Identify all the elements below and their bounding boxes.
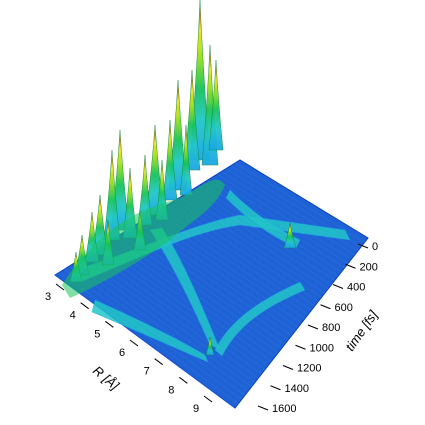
peak-layer: [62, 0, 297, 356]
time-axis: 0 200 400 600 800 1000 1200 1400 1600: [257, 241, 378, 415]
time-tick-label: 200: [360, 261, 378, 273]
time-tick-label: 400: [347, 282, 365, 294]
time-tick-mark: [307, 324, 319, 330]
mesh-line: [82, 257, 256, 383]
mesh-line: [91, 251, 262, 375]
mesh-line: [78, 260, 252, 387]
mesh-line: [184, 194, 329, 290]
time-tick-mark: [295, 344, 306, 350]
mesh-line: [226, 168, 359, 251]
r-tick-label: 7: [144, 366, 150, 378]
surface-peak: [179, 124, 193, 196]
mesh-line: [207, 179, 345, 268]
time-tick-label: 600: [335, 302, 353, 314]
surface-peak: [162, 119, 178, 201]
r-tick-label: 9: [193, 403, 199, 415]
time-tick-label: 1000: [310, 342, 334, 354]
mesh-line: [198, 185, 339, 277]
time-tick-label: 1400: [285, 383, 309, 395]
mesh-line: [68, 266, 246, 396]
time-tick-label: 1600: [272, 403, 296, 415]
r-tick-mark: [80, 302, 89, 310]
r-axis: 3 4 5 6 7 8 9: [45, 283, 213, 415]
ridge: [91, 299, 209, 363]
time-tick-mark: [332, 284, 344, 289]
r-tick-label: 6: [119, 347, 125, 359]
r-tick-mark: [55, 283, 65, 291]
surface-peak: [283, 222, 297, 249]
time-tick-mark: [270, 385, 281, 391]
mesh-line: [73, 263, 249, 392]
r-tick-label: 8: [168, 384, 174, 396]
mesh-line: [202, 182, 342, 273]
mesh-line: [193, 188, 335, 281]
surface-peak: [183, 69, 201, 171]
mesh-line: [235, 162, 365, 243]
r-tick-mark: [203, 395, 213, 403]
surface-foothill: [62, 179, 225, 298]
mesh-line: [216, 174, 352, 260]
r-axis-title: R [Å]: [90, 363, 122, 393]
r-tick-label: 3: [45, 291, 51, 303]
surface-peak: [205, 336, 215, 356]
time-axis-title: time [fs]: [342, 308, 381, 354]
time-tick-mark: [282, 365, 294, 370]
mesh-line: [212, 177, 349, 264]
mesh-line: [64, 269, 242, 400]
r-tick-mark: [105, 320, 114, 328]
time-tick-mark: [257, 405, 269, 411]
mesh-line: [221, 171, 355, 256]
surface-peak: [208, 59, 224, 151]
time-tick-mark: [320, 304, 331, 310]
mesh-line: [189, 191, 332, 285]
r-tick-mark: [154, 358, 163, 366]
r-tick-mark: [179, 376, 188, 384]
surface-peak: [103, 149, 121, 241]
time-tick-label: 1200: [297, 363, 321, 375]
mesh-line: [230, 165, 362, 247]
r-tick-label: 5: [94, 328, 100, 340]
r-tick-label: 4: [70, 310, 76, 322]
time-tick-label: 0: [372, 241, 378, 253]
mesh-line: [59, 271, 239, 404]
mesh-line: [87, 254, 259, 379]
r-tick-mark: [129, 339, 139, 347]
mesh-line: [54, 274, 236, 409]
time-tick-mark: [345, 263, 356, 269]
mesh-line: [179, 197, 325, 294]
time-tick-mark: [357, 243, 369, 249]
time-tick-label: 800: [322, 322, 340, 334]
